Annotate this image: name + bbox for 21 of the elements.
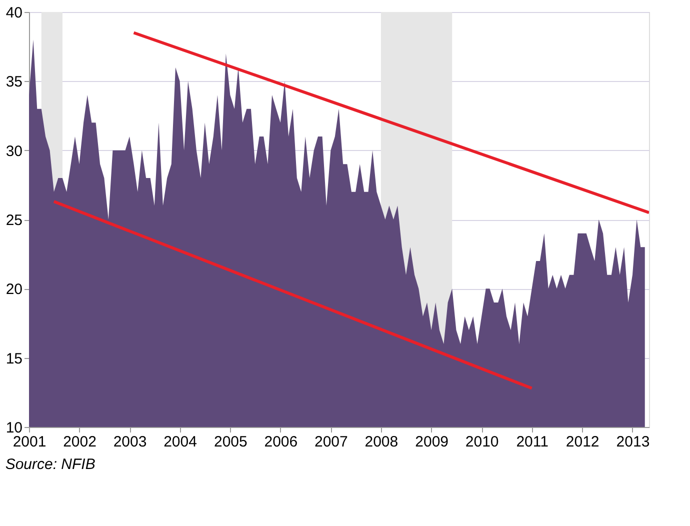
y-tick-label: 25 [6,212,22,229]
x-tick-label: 2002 [63,434,96,450]
x-tick-label: 2003 [113,434,147,450]
y-tick-label: 10 [6,420,22,436]
y-tick-label: 35 [6,74,22,91]
x-tick-label: 2013 [616,434,650,450]
source-note: Source: NFIB [5,456,96,473]
x-tick-label: 2006 [264,434,298,450]
x-tick-label: 2012 [566,434,600,450]
x-tick-label: 2009 [415,434,449,450]
x-tick-label: 2010 [465,434,499,450]
x-tick-label: 2004 [164,434,197,450]
x-tick-label: 2001 [12,434,46,450]
x-tick-label: 2007 [314,434,348,450]
y-tick-label: 30 [6,142,22,160]
x-tick-label: 2008 [364,434,398,450]
x-tick-label: 2011 [516,434,548,450]
y-tick-label: 15 [6,350,22,368]
y-tick-label: 20 [6,281,22,298]
y-tick-label: 40 [6,4,22,22]
x-tick-label: 2005 [214,434,248,450]
